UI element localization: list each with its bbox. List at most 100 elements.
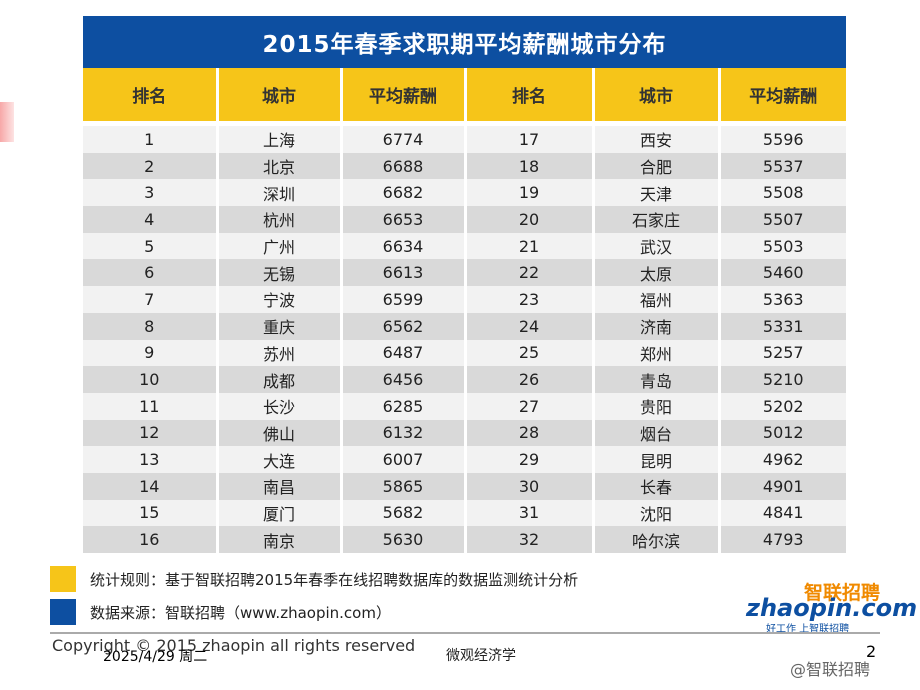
city-cell: 上海 bbox=[215, 126, 341, 153]
table-row: 5 广州 6634 21 武汉 5503 bbox=[83, 232, 846, 260]
table-row: 9 苏州 6487 25 郑州 5257 bbox=[83, 339, 846, 367]
city-cell: 厦门 bbox=[215, 499, 341, 527]
salary-cell: 6653 bbox=[339, 206, 465, 233]
logo-slogan: 好工作 上智联招聘 bbox=[766, 624, 850, 635]
city-cell: 福州 bbox=[591, 286, 719, 313]
logo-cn: 智联招聘 bbox=[803, 582, 880, 604]
rank-cell: 14 bbox=[83, 472, 217, 500]
rank-cell: 4 bbox=[83, 206, 217, 233]
city-cell: 烟台 bbox=[591, 419, 719, 447]
rank-cell: 30 bbox=[463, 472, 593, 500]
rank-cell: 19 bbox=[463, 179, 593, 207]
red-accent-bar bbox=[0, 102, 14, 142]
salary-table: 排名 城市 平均薪酬 排名 城市 平均薪酬 1 上海 6774 17 西安 5596 2 北京… bbox=[83, 68, 846, 553]
salary-cell: 6487 bbox=[339, 339, 465, 367]
rank-cell: 31 bbox=[463, 499, 593, 527]
table-row: 7 宁波 6599 23 福州 5363 bbox=[83, 286, 846, 313]
rank-cell: 8 bbox=[83, 312, 217, 340]
salary-cell: 4901 bbox=[717, 472, 846, 500]
table-row: 11 长沙 6285 27 贵阳 5202 bbox=[83, 392, 846, 420]
rank-cell: 7 bbox=[83, 286, 217, 313]
table-row: 4 杭州 6653 20 石家庄 5507 bbox=[83, 206, 846, 233]
copyright-text: Copyright © 2015 zhaopin all rights rese… bbox=[52, 636, 416, 655]
city-cell: 太原 bbox=[591, 259, 719, 287]
city-cell: 沈阳 bbox=[591, 499, 719, 527]
city-cell: 贵阳 bbox=[591, 392, 719, 420]
table-row: 8 重庆 6562 24 济南 5331 bbox=[83, 312, 846, 340]
salary-cell: 4962 bbox=[717, 446, 846, 473]
header-rank-right: 排名 bbox=[463, 68, 593, 121]
salary-cell: 6634 bbox=[339, 232, 465, 260]
legend-source-text: 数据来源：智联招聘（www.zhaopin.com） bbox=[90, 603, 391, 622]
rank-cell: 28 bbox=[463, 419, 593, 447]
city-cell: 济南 bbox=[591, 312, 719, 340]
table-row: 2 北京 6688 18 合肥 5537 bbox=[83, 152, 846, 180]
salary-cell: 5537 bbox=[717, 152, 846, 180]
rank-cell: 1 bbox=[83, 126, 217, 153]
rank-cell: 2 bbox=[83, 152, 217, 180]
salary-cell: 5012 bbox=[717, 419, 846, 447]
legend-rule: 统计规则：基于智联招聘2015年春季在线招聘数据库的数据监测统计分析 bbox=[50, 566, 578, 592]
page-number: 2 bbox=[866, 642, 877, 661]
city-cell: 重庆 bbox=[215, 312, 341, 340]
city-cell: 深圳 bbox=[215, 179, 341, 207]
rank-cell: 16 bbox=[83, 526, 217, 553]
salary-cell: 6774 bbox=[339, 126, 465, 153]
rank-cell: 18 bbox=[463, 152, 593, 180]
zhaopin-logo: 智联招聘 zhaopin.com 好工作 上智联招聘 bbox=[746, 578, 917, 635]
city-cell: 杭州 bbox=[215, 206, 341, 233]
header-city-left: 城市 bbox=[215, 68, 341, 121]
table-row: 1 上海 6774 17 西安 5596 bbox=[83, 126, 846, 153]
city-cell: 长春 bbox=[591, 472, 719, 500]
city-cell: 大连 bbox=[215, 446, 341, 473]
city-cell: 哈尔滨 bbox=[591, 526, 719, 553]
table-row: 14 南昌 5865 30 长春 4901 bbox=[83, 472, 846, 500]
table-row: 13 大连 6007 29 昆明 4962 bbox=[83, 446, 846, 473]
table-row: 3 深圳 6682 19 天津 5508 bbox=[83, 179, 846, 207]
legend-rule-text: 统计规则：基于智联招聘2015年春季在线招聘数据库的数据监测统计分析 bbox=[90, 570, 579, 589]
salary-cell: 6562 bbox=[339, 312, 465, 340]
rank-cell: 24 bbox=[463, 312, 593, 340]
salary-cell: 6613 bbox=[339, 259, 465, 287]
salary-cell: 6132 bbox=[339, 419, 465, 447]
salary-cell: 6456 bbox=[339, 366, 465, 393]
salary-cell: 5507 bbox=[717, 206, 846, 233]
rank-cell: 13 bbox=[83, 446, 217, 473]
logo-en: zhaopin.com bbox=[746, 594, 918, 622]
rank-cell: 3 bbox=[83, 179, 217, 207]
salary-cell: 6007 bbox=[339, 446, 465, 473]
salary-cell: 5682 bbox=[339, 499, 465, 527]
city-cell: 成都 bbox=[215, 366, 341, 393]
city-cell: 长沙 bbox=[215, 392, 341, 420]
rank-cell: 11 bbox=[83, 392, 217, 420]
city-cell: 青岛 bbox=[591, 366, 719, 393]
salary-cell: 5865 bbox=[339, 472, 465, 500]
rank-cell: 25 bbox=[463, 339, 593, 367]
city-cell: 广州 bbox=[215, 232, 341, 260]
rank-cell: 29 bbox=[463, 446, 593, 473]
city-cell: 宁波 bbox=[215, 286, 341, 313]
divider bbox=[50, 632, 880, 634]
watermark: @智联招聘 bbox=[790, 660, 871, 679]
table-row: 12 佛山 6132 28 烟台 5012 bbox=[83, 419, 846, 447]
slide-date: 2025/4/29 周二 bbox=[103, 649, 208, 665]
rank-cell: 12 bbox=[83, 419, 217, 447]
blue-swatch-icon bbox=[50, 599, 76, 625]
salary-cell: 5202 bbox=[717, 392, 846, 420]
city-cell: 南昌 bbox=[215, 472, 341, 500]
salary-cell: 4793 bbox=[717, 526, 846, 553]
city-cell: 郑州 bbox=[591, 339, 719, 367]
header-row: 排名 城市 平均薪酬 排名 城市 平均薪酬 bbox=[83, 68, 846, 121]
header-rank-left: 排名 bbox=[83, 68, 217, 121]
city-cell: 苏州 bbox=[215, 339, 341, 367]
rank-cell: 23 bbox=[463, 286, 593, 313]
salary-cell: 5210 bbox=[717, 366, 846, 393]
table-row: 16 南京 5630 32 哈尔滨 4793 bbox=[83, 526, 846, 553]
header-salary-left: 平均薪酬 bbox=[339, 68, 465, 121]
salary-cell: 5630 bbox=[339, 526, 465, 553]
city-cell: 西安 bbox=[591, 126, 719, 153]
city-cell: 无锡 bbox=[215, 259, 341, 287]
salary-cell: 6599 bbox=[339, 286, 465, 313]
city-cell: 南京 bbox=[215, 526, 341, 553]
rank-cell: 10 bbox=[83, 366, 217, 393]
